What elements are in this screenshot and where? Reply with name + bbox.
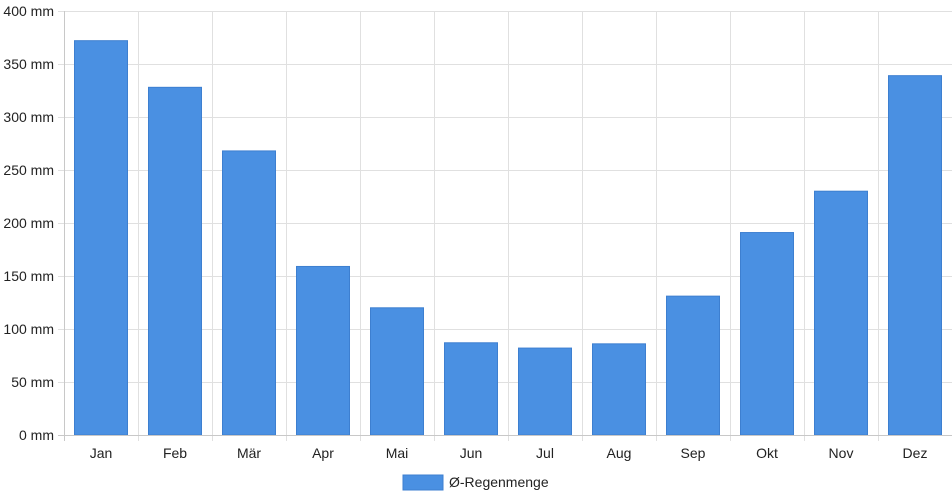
y-tick-label: 150 mm — [3, 268, 54, 284]
x-tick-label: Aug — [607, 445, 632, 461]
x-tick-label: Nov — [829, 445, 854, 461]
legend-label[interactable]: Ø-Regenmenge — [449, 474, 549, 490]
legend-swatch[interactable] — [402, 474, 444, 491]
y-tick-label: 400 mm — [3, 3, 54, 19]
y-axis-tick-labels: 0 mm 50 mm 100 mm 150 mm 200 mm 250 mm 300 mm 3… — [3, 3, 54, 443]
bar-jun[interactable] — [444, 342, 498, 436]
y-tick-label: 250 mm — [3, 162, 54, 178]
x-tick-label: Mai — [386, 445, 409, 461]
bar-dez[interactable] — [888, 75, 942, 436]
y-tick-label: 100 mm — [3, 321, 54, 337]
y-tick-label: 300 mm — [3, 109, 54, 125]
bar-jul[interactable] — [518, 347, 572, 436]
bar-apr[interactable] — [296, 265, 350, 436]
y-tick-label: 200 mm — [3, 215, 54, 231]
y-tick-label: 0 mm — [19, 427, 54, 443]
x-tick-label: Jul — [536, 445, 554, 461]
bar-nov[interactable] — [814, 190, 868, 436]
bars — [74, 40, 942, 436]
bar-aug[interactable] — [592, 343, 646, 436]
x-tick-label: Sep — [681, 445, 706, 461]
x-tick-label: Dez — [903, 445, 928, 461]
bar-mär[interactable] — [222, 150, 276, 436]
y-tick-label: 50 mm — [11, 374, 54, 390]
bar-sep[interactable] — [666, 295, 720, 436]
bar-feb[interactable] — [148, 86, 202, 436]
x-tick-label: Okt — [756, 445, 778, 461]
x-axis-tick-labels: Jan Feb Mär Apr Mai Jun Jul Aug Sep Okt Nov Dez — [90, 445, 928, 461]
x-tick-label: Jan — [90, 445, 113, 461]
x-tick-label: Mär — [237, 445, 261, 461]
bar-mai[interactable] — [370, 307, 424, 436]
bar-okt[interactable] — [740, 232, 794, 436]
x-tick-label: Feb — [163, 445, 187, 461]
x-tick-label: Apr — [312, 445, 334, 461]
legend[interactable]: Ø-Regenmenge — [402, 474, 549, 491]
bar-jan[interactable] — [74, 40, 128, 436]
grid-lines — [58, 11, 952, 441]
x-tick-label: Jun — [460, 445, 483, 461]
y-tick-label: 350 mm — [3, 56, 54, 72]
axes — [58, 11, 952, 441]
